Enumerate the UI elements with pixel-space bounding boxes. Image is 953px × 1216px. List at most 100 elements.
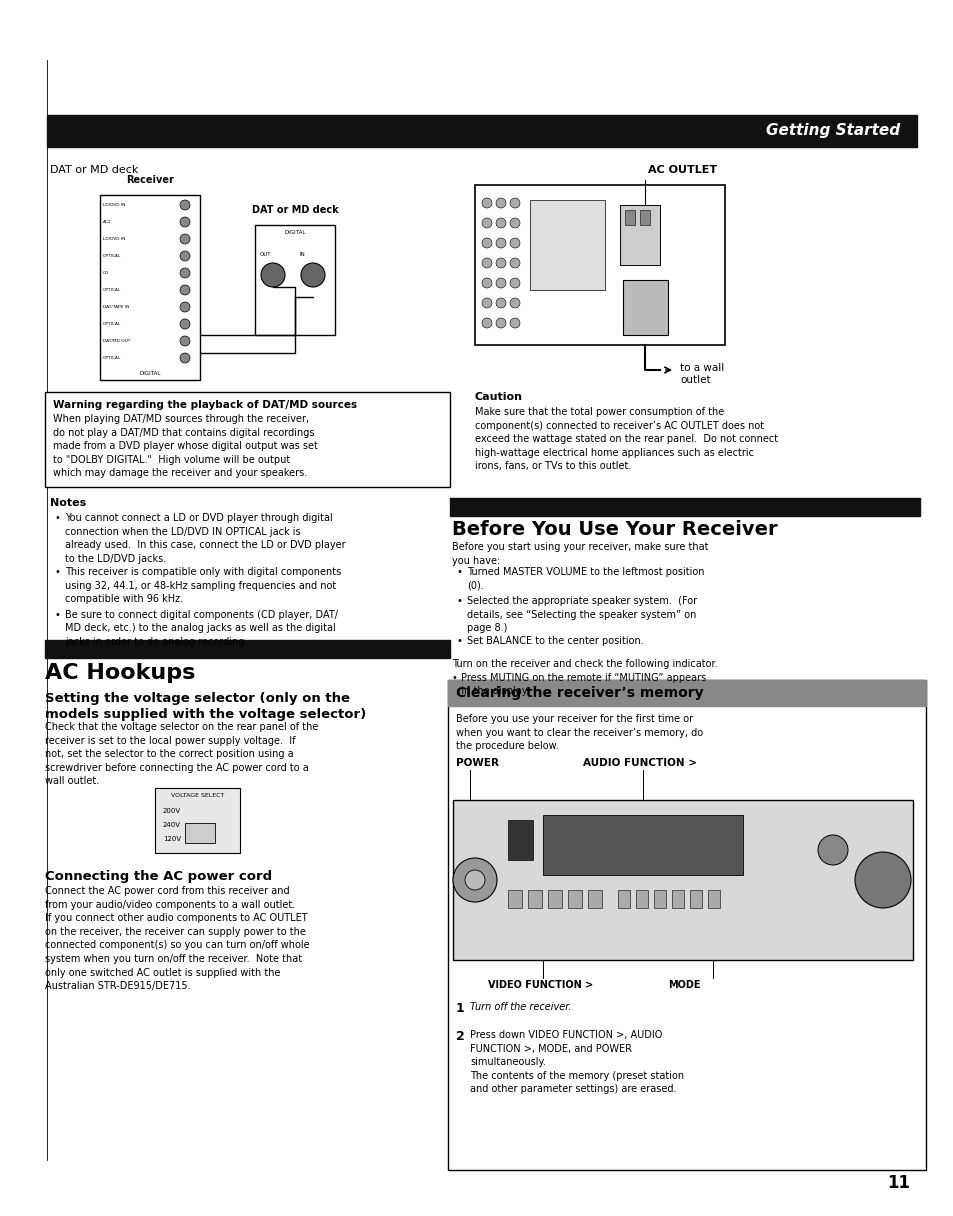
Bar: [587, 890, 601, 908]
Text: •: •: [456, 596, 462, 606]
Circle shape: [496, 198, 505, 208]
Text: Set BALANCE to the center position.: Set BALANCE to the center position.: [467, 636, 643, 647]
Bar: [671, 890, 683, 908]
Text: 11: 11: [886, 1173, 909, 1192]
Text: Turn off the receiver.: Turn off the receiver.: [470, 1002, 571, 1012]
Text: VIDEO FUNCTION >: VIDEO FUNCTION >: [488, 980, 593, 990]
Circle shape: [510, 198, 519, 208]
Circle shape: [261, 263, 285, 287]
Bar: [654, 890, 665, 908]
Circle shape: [496, 258, 505, 268]
Text: POWER: POWER: [456, 758, 498, 769]
Circle shape: [481, 298, 492, 308]
Text: Warning regarding the playback of DAT/MD sources: Warning regarding the playback of DAT/MD…: [53, 400, 356, 410]
Circle shape: [180, 216, 190, 227]
Text: DIGITAL: DIGITAL: [284, 230, 305, 235]
Text: IN: IN: [299, 253, 305, 258]
Text: Connect the AC power cord from this receiver and
from your audio/video component: Connect the AC power cord from this rece…: [45, 886, 310, 991]
Text: Selected the appropriate speaker system.  (For
details, see “Selecting the speak: Selected the appropriate speaker system.…: [467, 596, 697, 634]
Bar: [448, 680, 925, 706]
Circle shape: [481, 198, 492, 208]
Bar: [619, 206, 659, 265]
Circle shape: [180, 199, 190, 210]
Circle shape: [180, 233, 190, 244]
Circle shape: [496, 298, 505, 308]
Text: OPTICAL: OPTICAL: [103, 322, 121, 326]
Text: Before You Use Your Receiver: Before You Use Your Receiver: [452, 520, 777, 539]
Circle shape: [453, 858, 497, 902]
Circle shape: [180, 336, 190, 347]
Bar: [254, 225, 335, 334]
Circle shape: [510, 238, 519, 248]
Bar: [639, 210, 649, 225]
Circle shape: [510, 319, 519, 328]
Text: AC2: AC2: [103, 220, 112, 224]
Bar: [45, 640, 450, 658]
Bar: [618, 890, 629, 908]
Bar: [453, 800, 912, 959]
Text: MODE: MODE: [667, 980, 700, 990]
Text: •: •: [456, 567, 462, 578]
Text: 200V: 200V: [163, 807, 181, 814]
Text: Before you use your receiver for the first time or
when you want to clear the re: Before you use your receiver for the fir…: [456, 714, 702, 751]
Circle shape: [510, 258, 519, 268]
Bar: [689, 890, 701, 908]
Text: outlet: outlet: [679, 375, 710, 385]
Bar: [542, 815, 742, 876]
Text: AUDIO FUNCTION >: AUDIO FUNCTION >: [582, 758, 697, 769]
Text: Clearing the receiver’s memory: Clearing the receiver’s memory: [456, 686, 703, 700]
Text: DIGITAL: DIGITAL: [139, 371, 160, 376]
Text: AC Hookups: AC Hookups: [45, 663, 195, 683]
Bar: [450, 499, 919, 516]
Circle shape: [510, 218, 519, 229]
Bar: [448, 680, 925, 1170]
Circle shape: [496, 319, 505, 328]
Circle shape: [481, 258, 492, 268]
Text: DAT or MD deck: DAT or MD deck: [252, 206, 338, 215]
Circle shape: [510, 298, 519, 308]
Bar: [547, 890, 561, 908]
Text: LD/DVD IN: LD/DVD IN: [103, 237, 125, 241]
Text: DAT/TAPE IN: DAT/TAPE IN: [103, 305, 130, 309]
Text: •: •: [55, 513, 61, 523]
Text: •: •: [55, 609, 61, 619]
Circle shape: [496, 218, 505, 229]
Bar: [567, 890, 581, 908]
Text: 120V: 120V: [163, 837, 181, 841]
Text: 1: 1: [456, 1002, 464, 1015]
Text: Make sure that the total power consumption of the
component(s) connected to rece: Make sure that the total power consumpti…: [475, 407, 778, 472]
Text: DAT/MD OUT: DAT/MD OUT: [103, 339, 131, 343]
Text: Before you start using your receiver, make sure that
you have:: Before you start using your receiver, ma…: [452, 542, 708, 565]
Text: OPTICAL: OPTICAL: [103, 288, 121, 292]
Text: CD: CD: [103, 271, 110, 275]
Bar: [530, 199, 604, 289]
Bar: [624, 210, 635, 225]
Circle shape: [496, 278, 505, 288]
Circle shape: [496, 238, 505, 248]
Text: DAT or MD deck: DAT or MD deck: [50, 165, 138, 175]
Text: This receiver is compatible only with digital components
using 32, 44.1, or 48-k: This receiver is compatible only with di…: [65, 567, 341, 604]
Bar: [475, 185, 724, 345]
Text: Be sure to connect digital components (CD player, DAT/
MD deck, etc.) to the ana: Be sure to connect digital components (C…: [65, 609, 337, 647]
Circle shape: [481, 278, 492, 288]
Text: Press down VIDEO FUNCTION >, AUDIO
FUNCTION >, MODE, and POWER
simultaneously.
T: Press down VIDEO FUNCTION >, AUDIO FUNCT…: [470, 1030, 683, 1094]
Bar: [185, 823, 214, 843]
Bar: [507, 890, 521, 908]
Bar: [47, 116, 916, 147]
Circle shape: [464, 869, 484, 890]
Text: •: •: [55, 567, 61, 578]
Circle shape: [481, 218, 492, 229]
Text: Setting the voltage selector (only on the
models supplied with the voltage selec: Setting the voltage selector (only on th…: [45, 692, 366, 721]
Text: LD/DVD IN: LD/DVD IN: [103, 203, 125, 207]
Text: 2: 2: [456, 1030, 464, 1043]
Bar: [622, 280, 667, 334]
Text: Notes: Notes: [50, 499, 86, 508]
Circle shape: [510, 278, 519, 288]
Text: OPTICAL: OPTICAL: [103, 356, 121, 360]
Text: OUT: OUT: [260, 253, 272, 258]
Text: OPTICAL: OPTICAL: [103, 254, 121, 258]
Text: Caution: Caution: [475, 392, 522, 402]
Text: Turn on the receiver and check the following indicator.
• Press MUTING on the re: Turn on the receiver and check the follo…: [452, 659, 717, 697]
Bar: [507, 820, 533, 860]
Circle shape: [817, 835, 847, 865]
